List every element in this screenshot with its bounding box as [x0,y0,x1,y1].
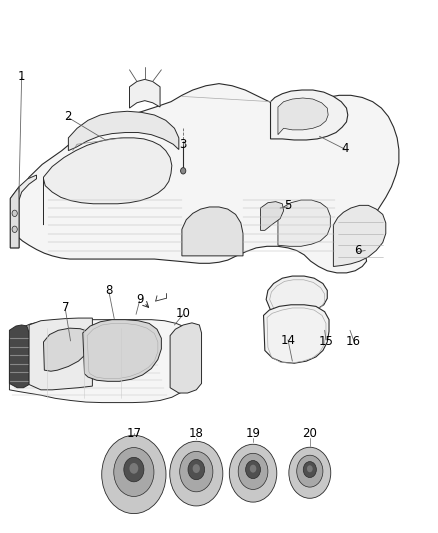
Polygon shape [278,200,330,246]
Polygon shape [264,305,329,364]
Polygon shape [18,84,399,273]
Text: 4: 4 [342,142,350,155]
Polygon shape [278,98,328,135]
Circle shape [170,441,223,506]
Polygon shape [261,201,284,230]
Polygon shape [271,90,348,140]
Circle shape [188,459,205,480]
Text: 1: 1 [18,70,25,83]
Polygon shape [43,328,92,371]
Circle shape [238,453,268,489]
Text: 16: 16 [346,335,361,349]
Polygon shape [83,320,161,381]
Circle shape [307,465,313,472]
Text: 9: 9 [136,294,143,306]
Circle shape [12,226,17,232]
Text: 17: 17 [126,427,141,440]
Text: 7: 7 [62,302,69,314]
Circle shape [102,435,166,514]
Circle shape [12,210,17,216]
Circle shape [230,445,277,502]
Circle shape [250,465,256,473]
Polygon shape [266,276,327,313]
Text: 18: 18 [189,427,204,440]
Circle shape [289,447,331,498]
Polygon shape [130,79,160,108]
Circle shape [124,457,144,482]
Text: 3: 3 [180,138,187,151]
Circle shape [180,167,186,174]
Text: 10: 10 [176,307,191,320]
Circle shape [297,455,323,487]
Polygon shape [182,207,243,256]
Polygon shape [29,318,92,390]
Circle shape [130,463,138,474]
Polygon shape [10,320,199,402]
Text: 15: 15 [318,335,333,349]
Circle shape [246,461,261,479]
Polygon shape [68,111,179,151]
Text: 5: 5 [284,199,292,212]
Circle shape [180,451,213,492]
Text: 8: 8 [105,285,113,297]
Polygon shape [11,187,19,248]
Circle shape [193,464,200,473]
Polygon shape [170,323,201,393]
Text: 2: 2 [65,110,72,123]
Circle shape [114,448,154,496]
Polygon shape [10,325,29,387]
Polygon shape [43,138,172,225]
Polygon shape [333,205,386,266]
Polygon shape [11,175,36,248]
Text: 14: 14 [280,334,296,348]
Circle shape [303,462,316,478]
Text: 20: 20 [302,427,317,440]
Text: 6: 6 [354,244,362,257]
Text: 19: 19 [246,427,261,440]
